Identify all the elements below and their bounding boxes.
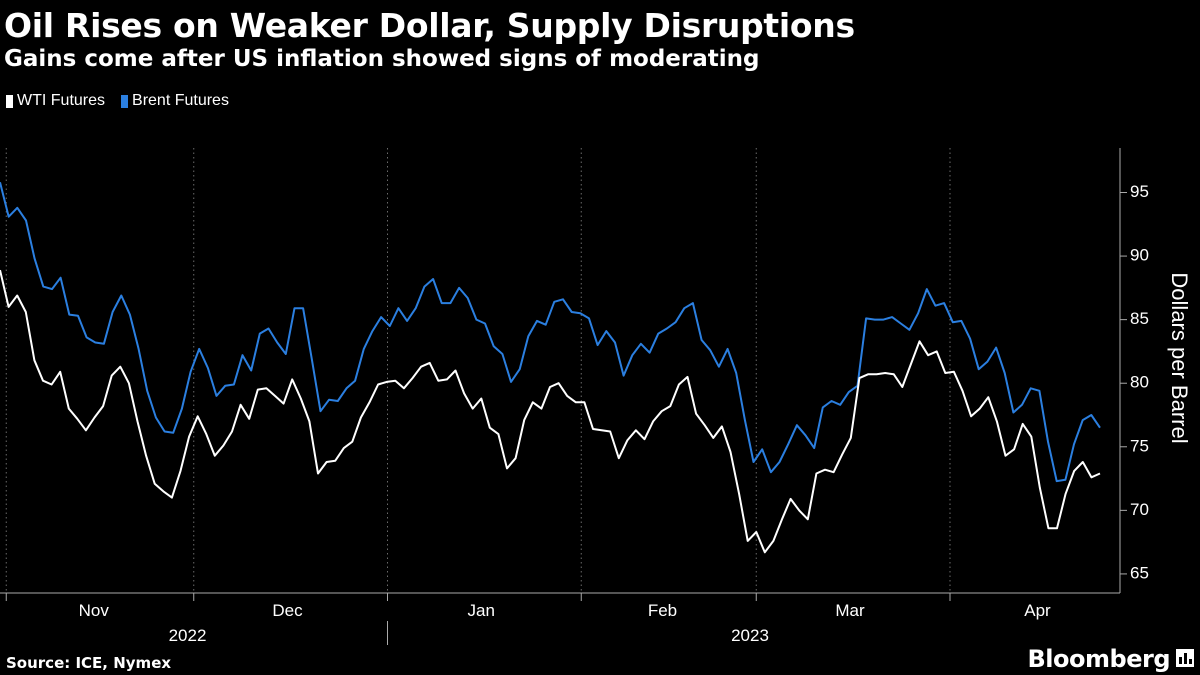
x-tick-label-apr: Apr bbox=[1024, 601, 1051, 620]
y-tick-label-2: 75 bbox=[1130, 436, 1149, 455]
legend-label-wti: WTI Futures bbox=[17, 92, 106, 109]
x-tick-label-feb: Feb bbox=[648, 601, 677, 620]
y-tick-label-6: 95 bbox=[1130, 182, 1149, 201]
y-axis-label: Dollars per Barrel bbox=[1167, 272, 1192, 443]
y-tick-label-0: 65 bbox=[1130, 563, 1149, 582]
chart-title: Oil Rises on Weaker Dollar, Supply Disru… bbox=[4, 6, 855, 45]
year-label-2023: 2023 bbox=[731, 626, 769, 645]
y-tick-label-4: 85 bbox=[1130, 309, 1149, 328]
y-tick-label-1: 70 bbox=[1130, 500, 1149, 519]
series-layer bbox=[0, 182, 1101, 554]
x-tick-label-mar: Mar bbox=[835, 601, 865, 620]
legend-label-brent: Brent Futures bbox=[132, 92, 229, 109]
year-label-2022: 2022 bbox=[169, 626, 207, 645]
y-tick-label-3: 80 bbox=[1130, 373, 1149, 392]
chart-subtitle: Gains come after US inflation showed sig… bbox=[4, 46, 760, 72]
axis-layer: 65 70 75 80 85 90 95 Nov Dec Jan Feb Mar Apr 2022 2023 bbox=[0, 148, 1149, 645]
bloomberg-logo: Bloomberg bbox=[1027, 645, 1171, 673]
bloomberg-terminal-icon bbox=[1176, 649, 1194, 667]
y-tick-label-5: 90 bbox=[1130, 246, 1149, 265]
legend-swatch-brent bbox=[121, 94, 129, 108]
series-line-wti bbox=[0, 269, 1101, 554]
source-note: Source: ICE, Nymex bbox=[6, 654, 172, 672]
x-tick-label-nov: Nov bbox=[79, 601, 110, 620]
legend-swatch-wti bbox=[6, 94, 13, 108]
legend-item-wti: WTI Futures bbox=[6, 92, 105, 110]
legend: WTI Futures Brent Futures bbox=[6, 92, 229, 110]
legend-item-brent: Brent Futures bbox=[121, 92, 229, 110]
grid-layer bbox=[5, 148, 951, 593]
series-line-brent bbox=[0, 182, 1101, 483]
x-tick-label-dec: Dec bbox=[272, 601, 303, 620]
x-tick-label-jan: Jan bbox=[468, 601, 495, 620]
